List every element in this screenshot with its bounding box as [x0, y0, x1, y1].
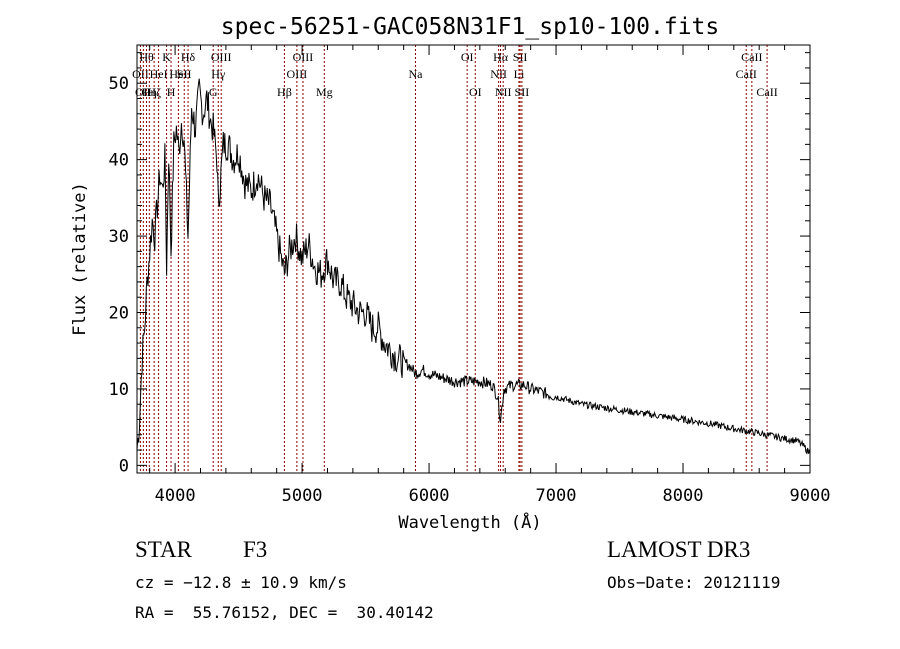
spectral-line-label: H	[167, 85, 176, 99]
spectral-line-label: HeI	[169, 67, 187, 81]
y-tick-label: 10	[109, 380, 129, 400]
x-tick-label: 5000	[282, 486, 323, 506]
spectral-line-label: Hγ	[211, 67, 226, 81]
spectral-line-label: CaII	[741, 50, 762, 64]
spectral-line-label: K	[162, 50, 171, 64]
spectral-line-label: Na	[408, 67, 423, 81]
object-subclass: F3	[243, 537, 268, 562]
spectral-line-label: OI	[469, 85, 482, 99]
spectral-line-label: SII	[515, 85, 530, 99]
spectral-line-label: Mg	[316, 85, 333, 99]
redshift-value: cz = −12.8 ± 10.9 km/s	[135, 573, 347, 592]
y-tick-label: 50	[109, 74, 129, 94]
x-tick-label: 8000	[663, 486, 704, 506]
chart-title: spec-56251-GAC058N31F1_sp10-100.fits	[221, 14, 720, 40]
y-tick-label: 20	[109, 304, 129, 324]
spectral-line-label: OIII	[287, 67, 308, 81]
y-tick-label: 30	[109, 227, 129, 247]
spectral-line-label: OIII	[293, 50, 314, 64]
spectral-line-label: NII	[495, 85, 512, 99]
x-tick-label: 7000	[536, 486, 577, 506]
plot-frame	[136, 44, 811, 474]
spectral-line-label: Hη	[142, 85, 157, 99]
spectral-line-label: Hβ	[277, 85, 292, 99]
spectral-line-label: CaII	[756, 85, 777, 99]
observation-date: Obs−Date: 20121119	[607, 573, 781, 592]
spectrum-line	[136, 78, 811, 455]
spectral-line-label: G	[209, 85, 218, 99]
object-type: STAR	[135, 537, 192, 562]
y-tick-label: 40	[109, 151, 129, 171]
spectral-line-label: OII	[132, 67, 149, 81]
survey-name: LAMOST DR3	[607, 537, 751, 562]
spectral-line-label: NII	[490, 67, 507, 81]
spectral-line-label: Hθ	[139, 50, 154, 64]
x-tick-label: 4000	[155, 486, 196, 506]
x-tick-label: 9000	[790, 486, 831, 506]
x-tick-label: 6000	[409, 486, 450, 506]
spectral-line-label: SII	[513, 50, 528, 64]
y-tick-label: 0	[119, 456, 129, 476]
spectral-line-label: CaII	[736, 67, 757, 81]
spectral-line-label: Li	[514, 67, 525, 81]
x-axis-label: Wavelength (Å)	[398, 511, 541, 533]
spectral-line-label: Hζ	[147, 85, 161, 99]
spectral-line-label: SII	[177, 67, 192, 81]
spectral-line-label: OII	[135, 85, 152, 99]
spectral-line-label: Hα	[493, 50, 509, 64]
sky-coordinates: RA = 55.76152, DEC = 30.40142	[135, 603, 434, 622]
spectrum-chart: spec-56251-GAC058N31F1_sp10-100.fits OII…	[70, 14, 831, 533]
y-axis-label: Flux (relative)	[70, 182, 90, 336]
spectral-line-label: OIII	[211, 50, 232, 64]
spectral-line-label: Hδ	[181, 50, 196, 64]
spectral-line-label: OI	[461, 50, 474, 64]
spectral-line-label: HeI	[150, 67, 168, 81]
